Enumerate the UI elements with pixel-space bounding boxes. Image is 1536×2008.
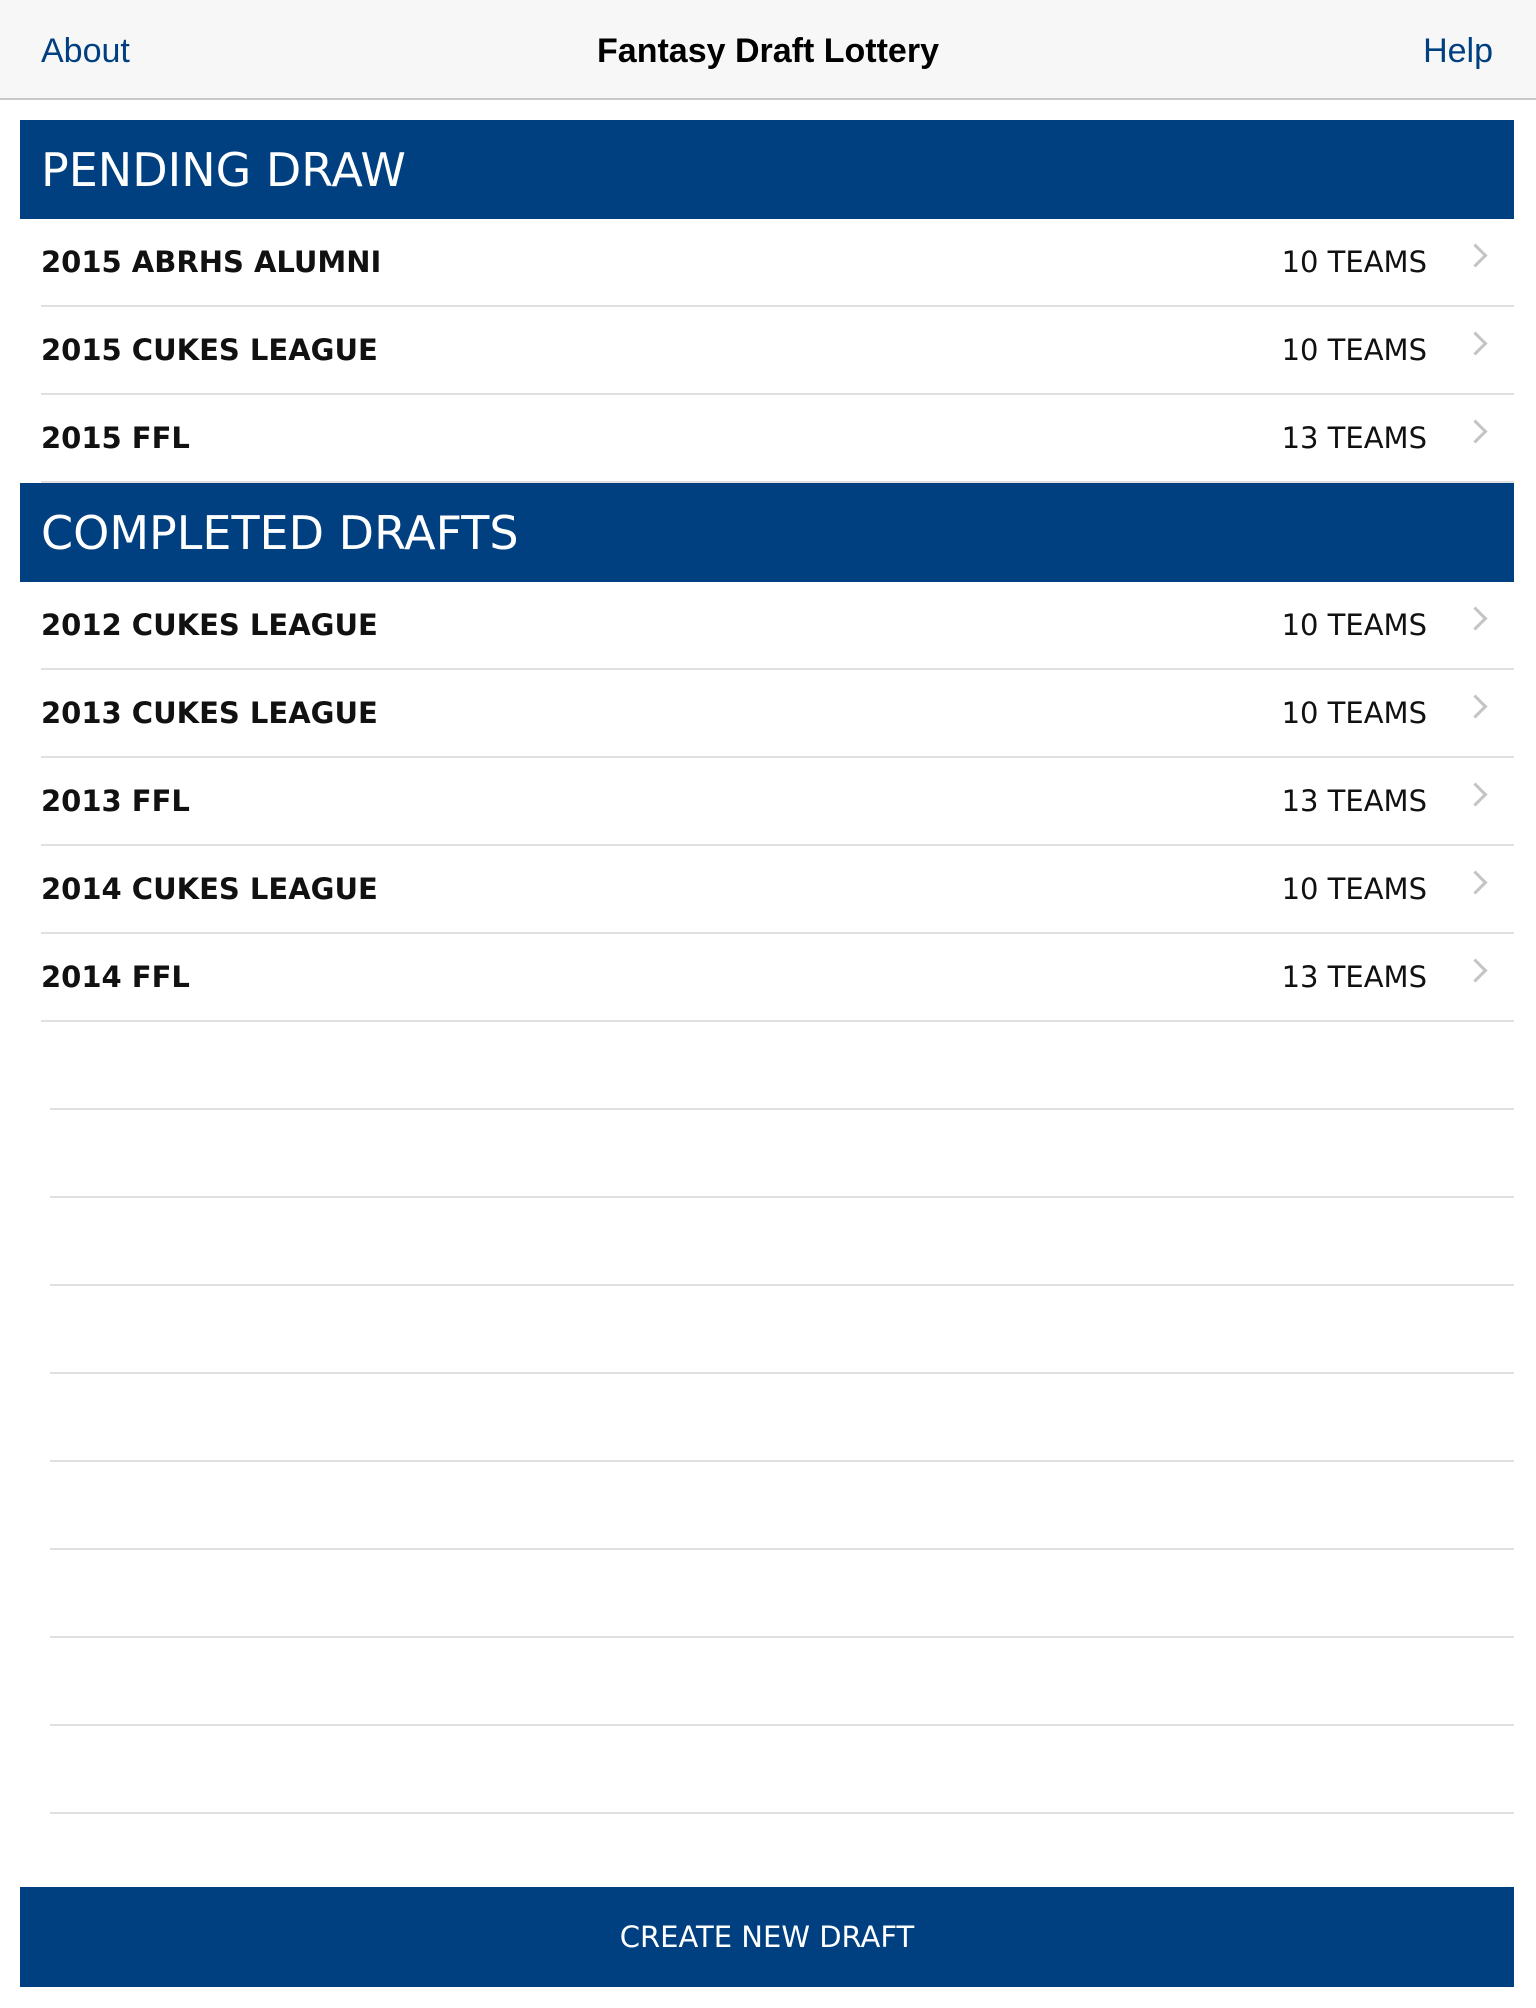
chevron-right-icon bbox=[1463, 782, 1488, 807]
chevron-right-icon bbox=[1463, 958, 1488, 983]
draft-name: 2013 CUKES LEAGUE bbox=[41, 696, 378, 730]
chevron-right-icon bbox=[1463, 694, 1488, 719]
empty-row-divider bbox=[50, 1108, 1514, 1110]
draft-row[interactable]: 2015 ABRHS ALUMNI 10 TEAMS bbox=[41, 219, 1514, 307]
create-new-draft-button[interactable]: CREATE NEW DRAFT bbox=[20, 1887, 1514, 1987]
empty-row-divider bbox=[50, 1812, 1514, 1814]
draft-row[interactable]: 2014 CUKES LEAGUE 10 TEAMS bbox=[41, 846, 1514, 934]
draft-row[interactable]: 2015 CUKES LEAGUE 10 TEAMS bbox=[41, 307, 1514, 395]
empty-row-divider bbox=[50, 1196, 1514, 1198]
draft-row[interactable]: 2013 FFL 13 TEAMS bbox=[41, 758, 1514, 846]
draft-name: 2015 CUKES LEAGUE bbox=[41, 333, 378, 367]
chevron-right-icon bbox=[1463, 243, 1488, 268]
empty-row-divider bbox=[50, 1724, 1514, 1726]
draft-row[interactable]: 2013 CUKES LEAGUE 10 TEAMS bbox=[41, 670, 1514, 758]
team-count: 13 TEAMS bbox=[1281, 960, 1427, 994]
chevron-right-icon bbox=[1463, 606, 1488, 631]
team-count: 10 TEAMS bbox=[1281, 872, 1427, 906]
team-count: 10 TEAMS bbox=[1281, 696, 1427, 730]
help-button[interactable]: Help bbox=[1423, 32, 1493, 70]
chevron-right-icon bbox=[1463, 331, 1488, 356]
chevron-right-icon bbox=[1463, 419, 1488, 444]
navigation-bar: About Fantasy Draft Lottery Help bbox=[0, 0, 1536, 100]
empty-row-divider bbox=[50, 1284, 1514, 1286]
empty-row-divider bbox=[50, 1372, 1514, 1374]
draft-name: 2015 FFL bbox=[41, 421, 190, 455]
team-count: 13 TEAMS bbox=[1281, 421, 1427, 455]
draft-name: 2015 ABRHS ALUMNI bbox=[41, 245, 382, 279]
draft-row[interactable]: 2014 FFL 13 TEAMS bbox=[41, 934, 1514, 1022]
team-count: 10 TEAMS bbox=[1281, 333, 1427, 367]
empty-row-divider bbox=[50, 1636, 1514, 1638]
draft-name: 2013 FFL bbox=[41, 784, 190, 818]
draft-name: 2012 CUKES LEAGUE bbox=[41, 608, 378, 642]
team-count: 10 TEAMS bbox=[1281, 608, 1427, 642]
draft-row[interactable]: 2015 FFL 13 TEAMS bbox=[41, 395, 1514, 483]
empty-row-divider bbox=[50, 1548, 1514, 1550]
chevron-right-icon bbox=[1463, 870, 1488, 895]
draft-row[interactable]: 2012 CUKES LEAGUE 10 TEAMS bbox=[41, 582, 1514, 670]
empty-row-divider bbox=[50, 1460, 1514, 1462]
section-header: COMPLETED DRAFTS bbox=[20, 483, 1514, 582]
team-count: 13 TEAMS bbox=[1281, 784, 1427, 818]
page-title: Fantasy Draft Lottery bbox=[597, 32, 939, 70]
draft-name: 2014 CUKES LEAGUE bbox=[41, 872, 378, 906]
about-button[interactable]: About bbox=[41, 32, 130, 70]
section-header: PENDING DRAW bbox=[20, 120, 1514, 219]
draft-name: 2014 FFL bbox=[41, 960, 190, 994]
team-count: 10 TEAMS bbox=[1281, 245, 1427, 279]
